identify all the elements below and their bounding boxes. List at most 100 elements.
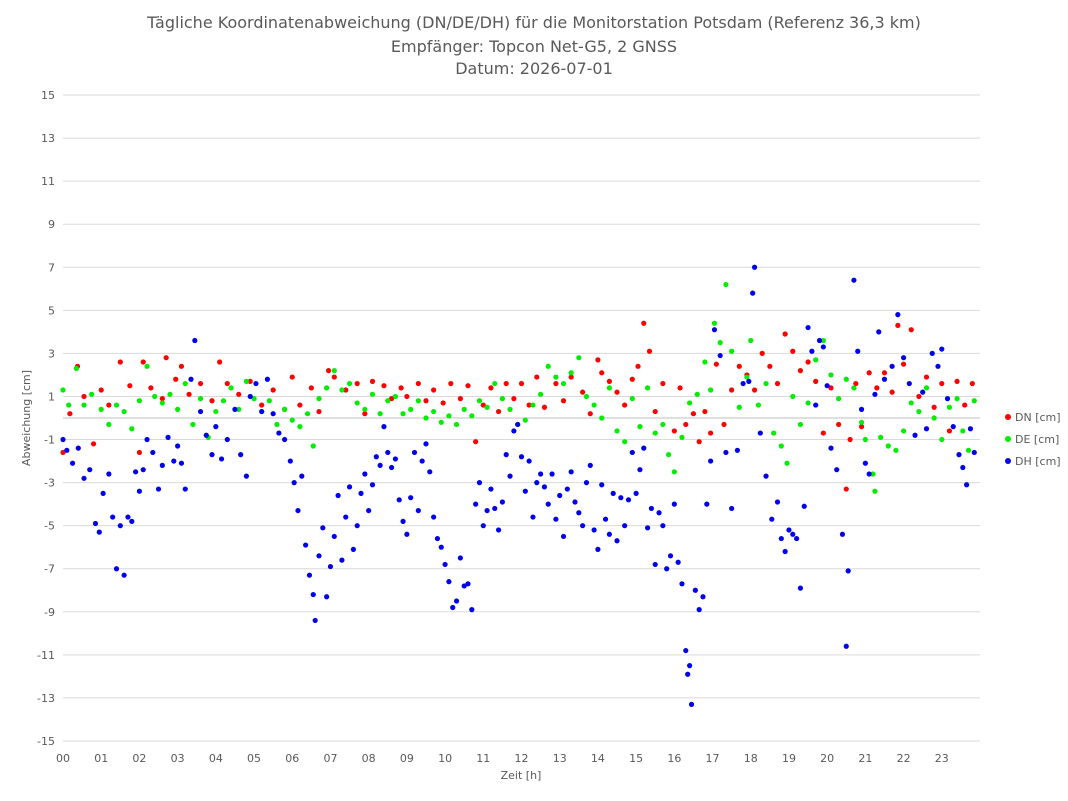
data-point — [238, 452, 244, 458]
data-point — [316, 408, 322, 415]
data-point — [259, 402, 265, 408]
x-tick-label: 13 — [553, 752, 567, 765]
data-point — [946, 428, 953, 434]
data-point — [220, 398, 227, 404]
y-tick-label: 9 — [48, 218, 55, 231]
data-point — [159, 462, 165, 468]
data-point — [677, 385, 683, 391]
data-point — [820, 337, 826, 344]
data-point — [595, 546, 601, 552]
data-point — [381, 383, 387, 389]
data-point — [622, 439, 628, 445]
data-point — [465, 581, 471, 587]
data-point — [431, 514, 437, 520]
data-point — [666, 452, 672, 458]
data-point — [144, 436, 150, 443]
data-point — [295, 507, 301, 514]
data-point — [228, 385, 234, 391]
data-point — [954, 378, 960, 384]
x-tick-label: 12 — [515, 752, 529, 765]
y-tick-label: -3 — [44, 477, 55, 490]
data-point — [480, 523, 486, 529]
data-point — [587, 462, 593, 468]
data-point — [117, 523, 123, 529]
data-point — [667, 553, 674, 559]
data-point — [746, 378, 752, 384]
x-tick-label: 08 — [362, 752, 376, 765]
data-point — [816, 337, 823, 344]
data-point — [687, 663, 693, 669]
data-point — [834, 467, 840, 473]
data-point — [511, 428, 517, 434]
data-point — [967, 426, 974, 432]
data-point — [560, 398, 567, 404]
data-point — [457, 396, 463, 402]
x-tick-label: 02 — [132, 752, 146, 765]
data-point — [767, 363, 773, 369]
x-tick-label: 20 — [820, 752, 834, 765]
x-tick-label: 22 — [897, 752, 911, 765]
data-point — [492, 380, 498, 387]
data-point — [316, 553, 322, 559]
data-point — [431, 408, 437, 415]
data-point — [820, 344, 826, 350]
data-point — [606, 531, 612, 537]
data-point — [404, 393, 410, 400]
data-point — [618, 495, 624, 501]
data-point — [362, 406, 368, 412]
x-tick-label: 23 — [935, 752, 949, 765]
data-point — [373, 454, 379, 460]
data-point — [851, 385, 857, 391]
data-point — [209, 398, 215, 404]
grid-layer — [63, 94, 980, 742]
data-point — [488, 486, 494, 492]
data-point — [136, 398, 143, 404]
data-point — [465, 383, 471, 389]
data-point — [362, 471, 368, 477]
data-point — [197, 408, 204, 415]
data-point — [243, 378, 249, 384]
data-point — [310, 591, 316, 598]
data-point — [704, 501, 710, 507]
series-1 — [60, 281, 977, 494]
data-point — [885, 443, 891, 449]
data-point — [870, 471, 876, 477]
data-point — [408, 495, 414, 501]
y-tick-label: -15 — [37, 735, 55, 748]
data-point — [259, 408, 265, 415]
data-point — [950, 424, 956, 430]
data-point — [136, 449, 143, 456]
data-point — [369, 391, 376, 397]
data-point — [81, 402, 87, 408]
legend: DN [cm] DE [cm] DH [cm] — [1005, 411, 1061, 468]
data-point — [900, 361, 907, 367]
x-tick-label: 06 — [285, 752, 299, 765]
data-point — [530, 514, 536, 520]
data-point — [652, 561, 658, 568]
data-point — [576, 355, 582, 361]
data-point — [923, 374, 930, 380]
x-tick-label: 10 — [438, 752, 452, 765]
y-tick-label: -13 — [37, 692, 55, 705]
data-point — [339, 387, 345, 393]
data-point — [580, 523, 586, 529]
data-point — [606, 385, 612, 391]
data-point — [847, 436, 853, 443]
data-point — [782, 548, 788, 555]
data-point — [324, 385, 330, 391]
data-point — [415, 507, 421, 514]
data-points — [60, 264, 977, 707]
data-point — [98, 406, 104, 412]
data-point — [723, 449, 729, 456]
data-point — [708, 430, 714, 436]
data-point — [92, 520, 99, 527]
data-point — [60, 436, 66, 443]
legend-label: DH [cm] — [1015, 455, 1061, 468]
data-point — [801, 503, 807, 509]
data-point — [736, 363, 742, 369]
x-tick-label: 01 — [94, 752, 108, 765]
data-point — [289, 417, 295, 423]
data-point — [694, 391, 700, 397]
data-point — [434, 535, 441, 542]
